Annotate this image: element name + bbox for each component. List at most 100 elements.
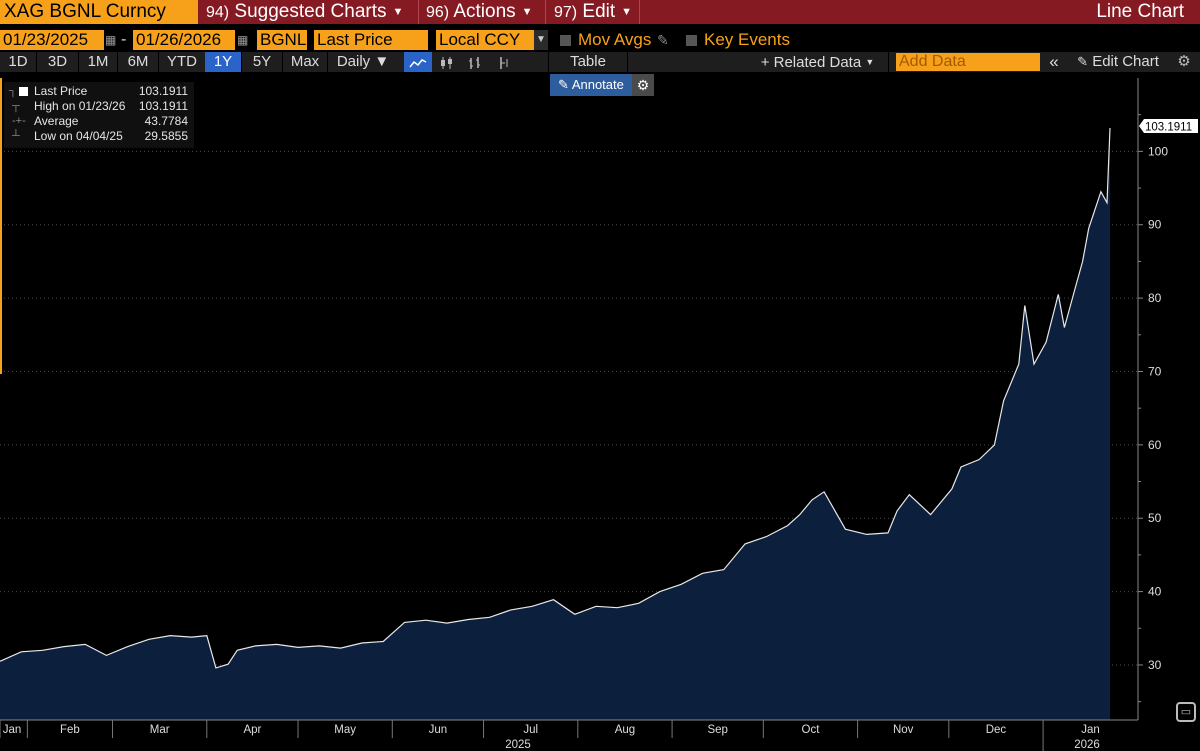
legend-value: 29.5855 xyxy=(144,129,188,143)
x-tick-label: Oct xyxy=(802,724,821,736)
dropdown-arrow-icon: ▼ xyxy=(621,6,633,18)
key-events-checkbox[interactable] xyxy=(686,35,697,46)
x-year-label: 2026 xyxy=(1074,739,1100,751)
menu-label: Actions xyxy=(453,1,516,22)
price-line xyxy=(0,127,1111,669)
range-1m[interactable]: 1M xyxy=(87,53,109,70)
legend-label: Average xyxy=(34,114,79,128)
top-menu-bar xyxy=(0,0,1200,24)
range-3d[interactable]: 3D xyxy=(47,53,68,70)
y-tick-label: 50 xyxy=(1148,511,1162,525)
range-ytd[interactable]: YTD xyxy=(167,53,197,70)
x-tick-label: Nov xyxy=(893,724,914,736)
dropdown-arrow-icon[interactable]: ▼ xyxy=(534,30,548,50)
range-5y[interactable]: 5Y xyxy=(252,53,272,70)
y-tick-label: 80 xyxy=(1148,291,1162,305)
chat-icon[interactable]: ▭ xyxy=(1176,702,1196,722)
edit-chart-button[interactable]: ✎ Edit Chart xyxy=(1068,52,1168,72)
x-tick-label: Jun xyxy=(429,724,448,736)
key-events-label[interactable]: Key Events xyxy=(704,30,790,49)
x-tick-label: Jan xyxy=(1081,724,1100,736)
candlestick-icon[interactable] xyxy=(434,52,460,72)
edit-chart-label: Edit Chart xyxy=(1092,53,1159,70)
legend-value: 43.7784 xyxy=(144,114,188,128)
x-tick-label: Dec xyxy=(986,724,1007,736)
average-marker-icon: -+- xyxy=(12,115,26,127)
y-tick-label: 100 xyxy=(1148,144,1168,158)
start-date-field[interactable]: 01/23/2025 xyxy=(0,30,104,50)
menu-label: Suggested Charts xyxy=(234,1,387,22)
pencil-icon: ✎ xyxy=(558,77,569,92)
legend-row: ┐ Last Price 103.1911 xyxy=(4,84,194,99)
mov-avgs-label[interactable]: Mov Avgs xyxy=(578,30,652,49)
add-data-input[interactable]: Add Data xyxy=(896,53,1040,71)
menu-number: 97) xyxy=(554,4,578,21)
last-value-tag-shape xyxy=(1139,119,1198,133)
menu-divider xyxy=(545,0,546,24)
calendar-icon[interactable]: ▦ xyxy=(105,33,117,47)
y-tick-label: 60 xyxy=(1148,438,1162,452)
range-6m[interactable]: 6M xyxy=(127,53,149,70)
range-1y[interactable]: 1Y xyxy=(205,52,241,72)
dropdown-arrow-icon: ▼ xyxy=(521,6,533,18)
date-range-dash: - xyxy=(121,31,127,48)
timebar-divider xyxy=(282,52,283,72)
last-value-label: 103.1911 xyxy=(1145,122,1192,134)
legend-value: 103.1911 xyxy=(138,84,188,98)
bar-chart-icon[interactable] xyxy=(462,52,488,72)
pencil-icon: ✎ xyxy=(1077,54,1089,69)
gear-icon[interactable]: ⚙ xyxy=(1177,53,1191,70)
dropdown-arrow-icon: ▼ xyxy=(865,57,875,67)
menu-suggested-charts[interactable]: 94) Suggested Charts ▼ xyxy=(206,0,403,24)
y-tick-label: 30 xyxy=(1148,658,1162,672)
mov-avgs-checkbox[interactable] xyxy=(560,35,571,46)
x-year-label: 2025 xyxy=(505,739,531,751)
timebar-divider xyxy=(117,52,118,72)
legend-label: Low on 04/04/25 xyxy=(34,129,123,143)
pencil-icon[interactable]: ✎ xyxy=(657,32,669,48)
security-ticker[interactable]: XAG BGNL Curncy xyxy=(0,0,198,24)
range-max[interactable]: Max xyxy=(290,53,320,70)
menu-number: 96) xyxy=(426,4,450,21)
x-tick-label: Jul xyxy=(523,724,538,736)
field-selector[interactable]: Last Price xyxy=(314,30,428,50)
menu-actions[interactable]: 96) Actions ▼ xyxy=(426,0,533,24)
table-button[interactable]: Table xyxy=(570,53,606,70)
last-value-tag: 103.1911 xyxy=(1139,119,1198,134)
related-data-button[interactable]: + Related Data ▼ xyxy=(750,52,885,72)
related-data-label: + Related Data xyxy=(760,54,862,71)
hlc-bar-icon[interactable] xyxy=(490,52,516,72)
menu-edit[interactable]: 97) Edit ▼ xyxy=(554,0,632,24)
y-tick-label: 90 xyxy=(1148,218,1162,232)
legend-label: Last Price xyxy=(34,84,88,98)
menu-number: 94) xyxy=(206,4,230,21)
annotate-button[interactable]: ✎ Annotate xyxy=(550,74,632,96)
periodicity-selector[interactable]: Daily ▼ xyxy=(336,53,390,70)
panel-edge xyxy=(0,78,2,374)
chart-legend: ┐ Last Price 103.1911 ┬ High on 01/23/26… xyxy=(4,82,194,148)
calendar-icon[interactable]: ▦ xyxy=(237,33,249,47)
line-chart-icon[interactable] xyxy=(404,52,432,72)
legend-value: 103.1911 xyxy=(138,99,188,113)
price-area xyxy=(0,128,1110,720)
legend-row: ┴ Low on 04/04/25 29.5855 xyxy=(4,129,194,144)
range-1d[interactable]: 1D xyxy=(8,53,28,70)
legend-line-icon: ┐ xyxy=(9,85,17,97)
annotate-label: Annotate xyxy=(571,77,624,92)
timebar-divider xyxy=(241,52,242,72)
menu-divider xyxy=(418,0,419,24)
x-tick-label: May xyxy=(334,724,356,736)
timebar-divider xyxy=(888,52,889,72)
low-marker-icon: ┴ xyxy=(12,130,20,142)
currency-selector[interactable]: Local CCY xyxy=(436,30,534,50)
gear-icon[interactable]: ⚙ xyxy=(632,74,654,96)
menu-divider xyxy=(639,0,640,24)
y-axis-ticks: 30 40 50 60 70 80 90 100 xyxy=(1138,114,1168,703)
x-axis-ticks: Jan Feb Mar Apr May Jun Jul Aug Sep Oct Nov Dec Jan 2… xyxy=(0,720,1100,751)
legend-checkbox[interactable] xyxy=(19,87,28,96)
collapse-button[interactable]: « xyxy=(1049,52,1059,71)
end-date-field[interactable]: 01/26/2026 xyxy=(133,30,235,50)
x-tick-label: Jan xyxy=(3,724,22,736)
pricing-source-field[interactable]: BGNL xyxy=(257,30,307,50)
chart-type-title: Line Chart xyxy=(1096,1,1184,22)
